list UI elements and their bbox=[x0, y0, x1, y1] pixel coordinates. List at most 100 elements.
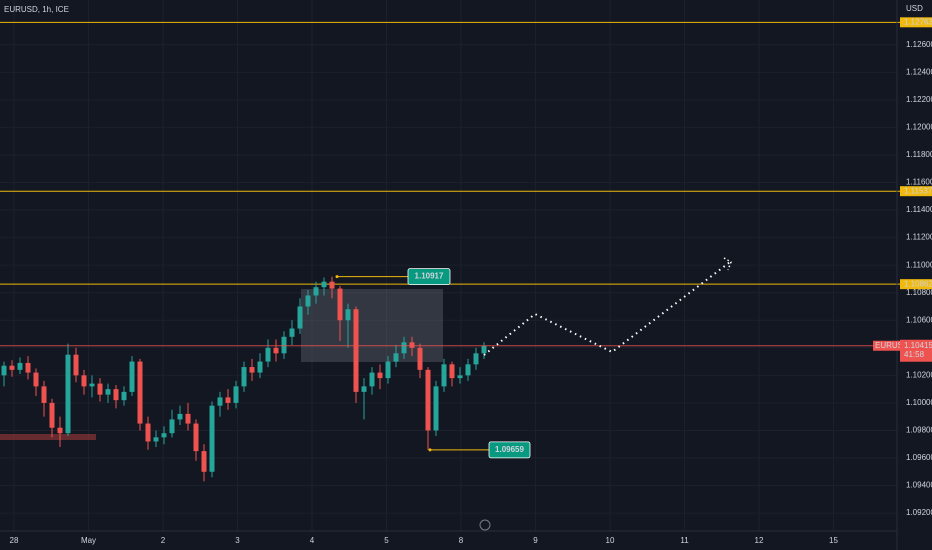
candle-body bbox=[113, 389, 119, 401]
level-label: 1.11537 bbox=[904, 186, 932, 195]
x-tick-label: 12 bbox=[755, 536, 764, 545]
candle-body bbox=[433, 386, 439, 431]
candle-body bbox=[241, 367, 247, 387]
callout-label: 1.09659 bbox=[495, 445, 524, 454]
replay-icon[interactable] bbox=[479, 519, 491, 531]
candle-body bbox=[473, 353, 479, 365]
y-tick-label: 1.10600 bbox=[906, 315, 932, 324]
price-label: 1.10415 bbox=[904, 341, 932, 350]
candle-body bbox=[441, 364, 447, 387]
candle-body bbox=[449, 364, 455, 379]
candle-body bbox=[41, 386, 47, 403]
level-tag bbox=[900, 17, 932, 28]
y-tick-label: 1.11200 bbox=[906, 233, 932, 242]
x-tick-label: 11 bbox=[680, 536, 689, 545]
candle-body bbox=[201, 451, 207, 472]
candle-body bbox=[121, 391, 127, 401]
candle-body bbox=[297, 306, 303, 329]
currency: USD bbox=[906, 4, 923, 13]
callout-box bbox=[488, 441, 531, 459]
y-tick-label: 1.10200 bbox=[906, 370, 932, 379]
candle-body bbox=[25, 362, 31, 373]
countdown: 41:58 bbox=[904, 350, 925, 359]
candle-body bbox=[169, 419, 175, 434]
candle-body bbox=[81, 375, 87, 387]
level-label: 1.10862 bbox=[904, 279, 932, 288]
callout-box bbox=[407, 268, 451, 285]
candle-body bbox=[193, 423, 199, 452]
x-tick-label: 8 bbox=[459, 536, 464, 545]
candle-body bbox=[161, 433, 167, 438]
symbol-tag bbox=[873, 340, 900, 351]
candle-body bbox=[57, 427, 63, 434]
candle-body bbox=[289, 328, 295, 337]
y-tick-label: 1.11800 bbox=[906, 150, 932, 159]
candle-body bbox=[425, 369, 431, 431]
x-tick-label: 10 bbox=[606, 536, 615, 545]
candle-body bbox=[257, 361, 263, 373]
candle-body bbox=[33, 372, 39, 387]
y-tick-label: 1.11000 bbox=[906, 260, 932, 269]
y-tick-label: 1.09400 bbox=[906, 481, 932, 490]
candle-body bbox=[401, 342, 407, 354]
y-tick-label: 1.11600 bbox=[906, 178, 932, 187]
candle-body bbox=[265, 347, 271, 362]
candle-body bbox=[249, 367, 255, 373]
y-tick-label: 1.12400 bbox=[906, 67, 932, 76]
x-tick-label: 9 bbox=[533, 536, 538, 545]
candle-body bbox=[137, 361, 143, 424]
x-tick-label: 2 bbox=[161, 536, 166, 545]
candle-body bbox=[9, 365, 15, 370]
candle-body bbox=[313, 287, 319, 296]
y-tick-label: 1.10000 bbox=[906, 398, 932, 407]
y-tick-label: 1.11400 bbox=[906, 205, 932, 214]
symbol-label: EURUSD bbox=[875, 341, 909, 350]
grid bbox=[0, 0, 897, 531]
projection bbox=[483, 261, 731, 356]
candle-body bbox=[369, 372, 375, 387]
candle-body bbox=[337, 288, 343, 321]
candle-body bbox=[233, 386, 239, 403]
candle-body bbox=[281, 336, 287, 354]
candle-body bbox=[73, 354, 79, 376]
x-tick-label: 15 bbox=[829, 536, 838, 545]
x-tick-label: 4 bbox=[310, 536, 315, 545]
candle-body bbox=[105, 389, 111, 395]
y-tick-label: 1.09800 bbox=[906, 426, 932, 435]
candle-body bbox=[361, 386, 367, 392]
candle-body bbox=[185, 413, 191, 424]
candle-body bbox=[153, 437, 159, 442]
candle-body bbox=[329, 281, 335, 289]
candle-body bbox=[225, 397, 231, 403]
candle-body bbox=[353, 309, 359, 392]
candle-body bbox=[393, 353, 399, 362]
symbol-title: EURUSD, 1h, ICE bbox=[4, 5, 69, 14]
level-label: 1.12763 bbox=[904, 17, 932, 26]
candle-body bbox=[385, 361, 391, 379]
y-tick-label: 1.09600 bbox=[906, 453, 932, 462]
candle-body bbox=[1, 365, 7, 376]
candle-body bbox=[65, 354, 71, 434]
candle-body bbox=[217, 397, 223, 406]
y-tick-label: 1.12200 bbox=[906, 95, 932, 104]
candle-body bbox=[457, 375, 463, 379]
x-tick-label: 3 bbox=[235, 536, 240, 545]
candle-body bbox=[377, 372, 383, 379]
plot: 1.10917 1.09659 bbox=[0, 21, 900, 482]
y-tick-label: 1.12000 bbox=[906, 123, 932, 132]
y-tick-label: 1.09200 bbox=[906, 508, 932, 517]
callout-label: 1.10917 bbox=[415, 272, 444, 281]
level-tag bbox=[900, 186, 932, 197]
candle-body bbox=[129, 361, 135, 392]
x-tick-label: May bbox=[81, 536, 96, 545]
y-tick-label: 1.12600 bbox=[906, 40, 932, 49]
axis: 1.09200 1.09400 1.09600 1.09800 1.10000 1.102… bbox=[10, 17, 932, 545]
level-tag bbox=[900, 279, 932, 290]
candle-body bbox=[145, 423, 151, 442]
candle-body bbox=[305, 295, 311, 307]
candle-body bbox=[321, 281, 327, 288]
candle-body bbox=[345, 309, 351, 321]
x-tick-label: 5 bbox=[384, 536, 389, 545]
